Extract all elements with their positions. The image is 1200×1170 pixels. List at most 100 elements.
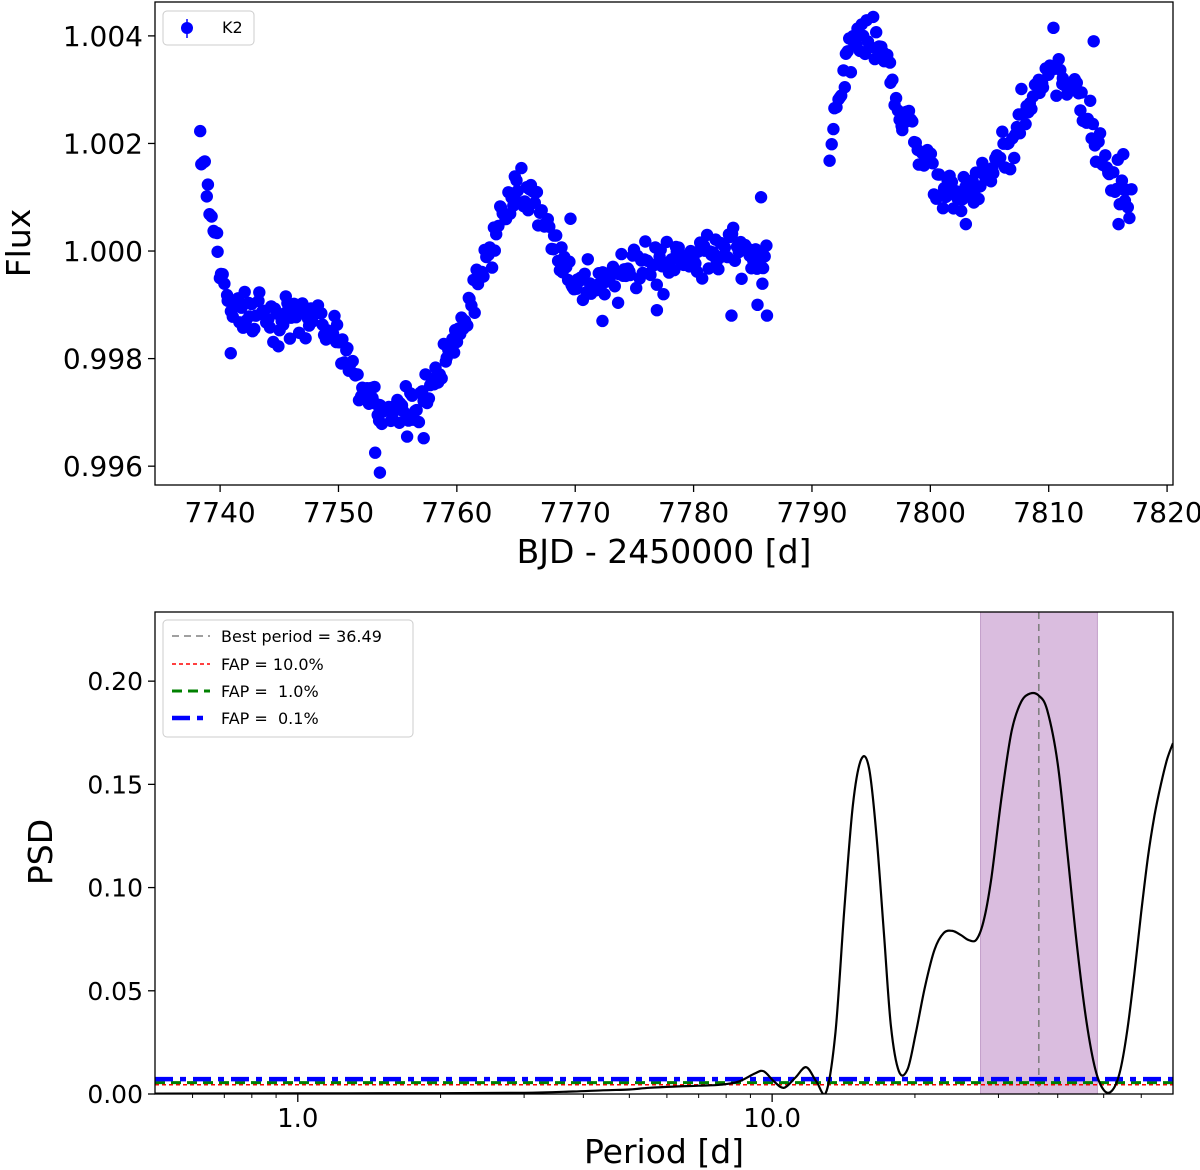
data-point xyxy=(1093,127,1107,140)
data-point xyxy=(844,66,858,79)
lightcurve-y-ticks: 0.996 0.998 1.000 1.002 1.004 xyxy=(63,20,155,483)
data-point xyxy=(1099,149,1112,162)
outlier-point xyxy=(368,446,382,459)
periodogram-x-ticks: 1.0 10.0 xyxy=(192,1094,1142,1134)
data-point xyxy=(936,202,950,215)
psd-curve xyxy=(155,691,1173,1094)
data-point xyxy=(955,204,968,218)
data-point xyxy=(883,56,897,69)
legend-fap01-label: FAP = 0.1% xyxy=(221,709,319,728)
data-point xyxy=(827,122,840,136)
data-point xyxy=(994,151,1007,164)
data-point xyxy=(530,185,544,199)
data-point xyxy=(1050,89,1063,102)
x-tick-label: 7770 xyxy=(540,496,611,529)
data-point xyxy=(1070,76,1084,89)
data-point xyxy=(341,341,354,355)
data-point xyxy=(1121,201,1135,214)
data-point xyxy=(712,263,725,276)
data-point xyxy=(1036,81,1050,94)
data-point xyxy=(972,192,985,206)
legend-k2-label: K2 xyxy=(222,18,243,37)
data-point xyxy=(218,277,231,290)
data-point xyxy=(756,277,769,290)
data-point xyxy=(477,270,490,283)
y-tick-label: 0.00 xyxy=(87,1080,143,1109)
data-point xyxy=(238,285,251,299)
data-point xyxy=(672,241,685,254)
data-point xyxy=(248,322,261,336)
data-point xyxy=(1107,166,1120,179)
data-point xyxy=(461,319,474,332)
outlier-point xyxy=(1047,21,1060,35)
data-point xyxy=(283,332,297,345)
data-point xyxy=(867,10,880,24)
data-point xyxy=(1015,82,1028,96)
outlier-point xyxy=(1117,148,1130,161)
outlier-point xyxy=(754,191,768,204)
data-point xyxy=(555,241,568,254)
periodogram-border xyxy=(154,611,1174,1095)
data-point xyxy=(201,178,215,191)
outlier-point xyxy=(1112,217,1125,231)
x-tick-label: 7790 xyxy=(776,496,847,529)
x-tick-label: 7780 xyxy=(658,496,729,529)
x-tick-label: 7740 xyxy=(184,496,255,529)
legend-fap1-label: FAP = 1.0% xyxy=(221,682,319,701)
data-point xyxy=(1052,53,1065,66)
outlier-point xyxy=(564,212,577,225)
outlier-point xyxy=(650,303,664,317)
data-point xyxy=(435,372,448,385)
data-point xyxy=(696,272,709,285)
x-tick-label: 7750 xyxy=(303,496,374,529)
data-point xyxy=(727,221,740,234)
data-point xyxy=(368,380,381,394)
data-point xyxy=(1086,117,1100,131)
outlier-point xyxy=(760,309,774,322)
data-point xyxy=(615,247,628,261)
periodogram-y-ticks: 0.00 0.05 0.10 0.15 0.20 xyxy=(87,667,155,1109)
data-point xyxy=(756,261,770,275)
data-point xyxy=(263,321,277,334)
outlier-point xyxy=(751,298,764,312)
data-point xyxy=(315,307,328,320)
data-point xyxy=(253,286,266,299)
data-point xyxy=(630,281,643,295)
y-tick-label: 0.05 xyxy=(87,977,143,1006)
data-point xyxy=(608,280,621,293)
data-point xyxy=(889,91,903,105)
legend-k2-marker xyxy=(181,22,193,34)
data-point xyxy=(735,272,748,285)
data-point xyxy=(926,157,939,170)
lightcurve-legend-box xyxy=(162,10,255,46)
data-point xyxy=(650,278,663,291)
outlier-point xyxy=(725,309,738,322)
data-point xyxy=(346,354,359,368)
x-tick-label: 7810 xyxy=(1013,496,1084,529)
outlier-point xyxy=(959,217,973,231)
data-point xyxy=(760,239,773,252)
periodogram-xlabel: Period [d] xyxy=(584,1132,744,1170)
periodogram-legend: Best period = 36.49 FAP = 10.0% FAP = 1.… xyxy=(162,619,414,738)
legend-fap10-label: FAP = 10.0% xyxy=(221,655,324,674)
data-point xyxy=(488,244,501,257)
y-tick-label: 0.998 xyxy=(63,343,143,376)
data-point xyxy=(422,392,436,405)
outlier-point xyxy=(596,314,609,328)
data-point xyxy=(198,155,211,168)
lightcurve-xlabel: BJD - 2450000 [d] xyxy=(517,532,812,571)
data-point xyxy=(1075,86,1088,99)
x-tick-label: 7760 xyxy=(421,496,492,529)
data-point xyxy=(718,241,732,254)
data-point xyxy=(205,210,218,223)
data-point xyxy=(1025,102,1038,116)
y-tick-label: 0.15 xyxy=(87,770,143,799)
legend-best-label: Best period = 36.49 xyxy=(221,627,382,646)
data-point xyxy=(668,263,681,277)
data-point xyxy=(578,267,591,280)
data-point xyxy=(410,403,423,417)
data-point xyxy=(644,268,657,282)
periodogram-ylabel: PSD xyxy=(21,819,60,885)
y-tick-label: 0.996 xyxy=(63,450,143,483)
